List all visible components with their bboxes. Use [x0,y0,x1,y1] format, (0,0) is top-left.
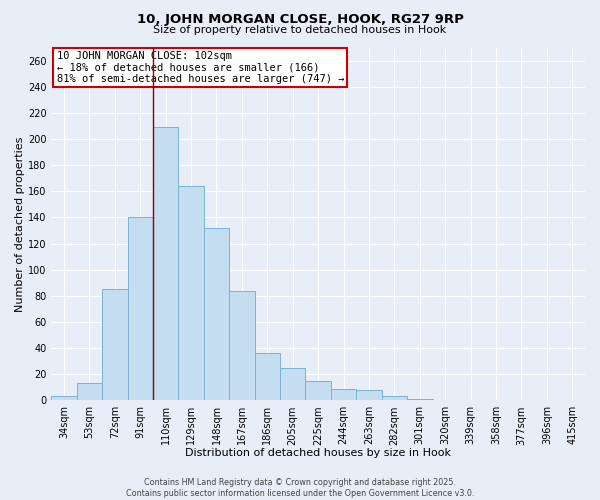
Bar [382,396,407,400]
Text: Size of property relative to detached houses in Hook: Size of property relative to detached ho… [154,25,446,35]
Bar [51,396,77,400]
Bar [356,390,382,400]
Text: Contains HM Land Registry data © Crown copyright and database right 2025.
Contai: Contains HM Land Registry data © Crown c… [126,478,474,498]
Bar [305,381,331,400]
X-axis label: Distribution of detached houses by size in Hook: Distribution of detached houses by size … [185,448,451,458]
Bar [153,127,178,400]
Bar [102,290,128,401]
Bar [407,399,433,400]
Bar [280,368,305,400]
Bar [254,354,280,401]
Text: 10 JOHN MORGAN CLOSE: 102sqm
← 18% of detached houses are smaller (166)
81% of s: 10 JOHN MORGAN CLOSE: 102sqm ← 18% of de… [56,51,344,84]
Bar [229,290,254,401]
Bar [204,228,229,400]
Text: 10, JOHN MORGAN CLOSE, HOOK, RG27 9RP: 10, JOHN MORGAN CLOSE, HOOK, RG27 9RP [137,12,463,26]
Bar [77,384,102,400]
Bar [128,218,153,400]
Bar [178,186,204,400]
Y-axis label: Number of detached properties: Number of detached properties [15,136,25,312]
Bar [331,388,356,400]
